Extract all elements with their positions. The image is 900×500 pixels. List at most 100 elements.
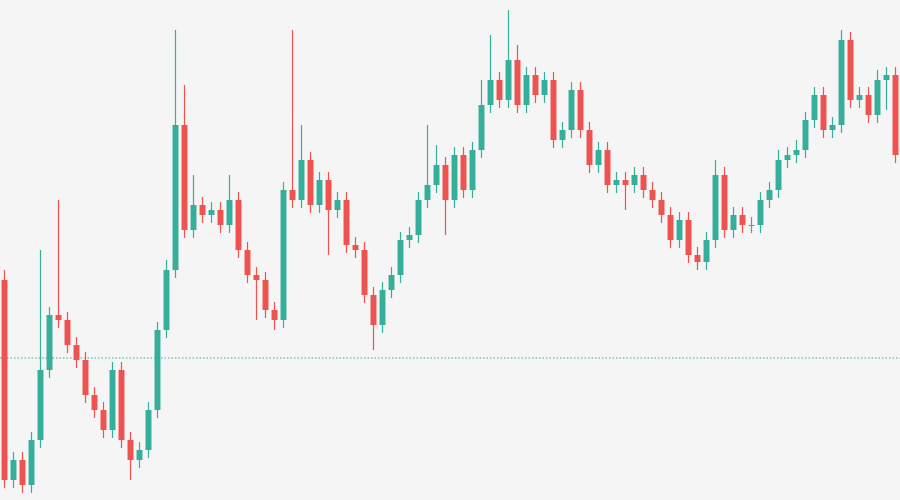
candle-body [55, 315, 62, 320]
candle-body [487, 80, 494, 105]
candle-body [685, 220, 692, 255]
candle-body [820, 95, 827, 130]
candle-body [190, 205, 197, 230]
candle-body [91, 395, 98, 410]
candle-body [532, 75, 539, 95]
candle-body [622, 180, 629, 185]
candle-body [127, 440, 134, 460]
candle-body [775, 160, 782, 190]
candle-body [631, 175, 638, 185]
candle-body [352, 245, 359, 250]
candle-body [199, 205, 206, 215]
candle-body [838, 40, 845, 125]
candle-body [478, 105, 485, 150]
candle-body [811, 95, 818, 120]
candle-body [415, 200, 422, 235]
candle-body [568, 90, 575, 130]
candle-body [793, 150, 800, 155]
candle-body [640, 175, 647, 190]
candle-body [19, 460, 26, 485]
candle-body [523, 75, 530, 105]
candle-body [172, 125, 179, 270]
candle-body [181, 125, 188, 230]
candle-body [289, 190, 296, 200]
candle-body [325, 180, 332, 210]
candle-body [361, 250, 368, 295]
candle-body [604, 150, 611, 185]
candle-body [64, 320, 71, 345]
candle-body [379, 290, 386, 325]
candle-body [298, 160, 305, 200]
candle-body [154, 330, 161, 410]
candle-body [226, 200, 233, 225]
candle-body [370, 295, 377, 325]
candle-body [235, 200, 242, 250]
candle-body [802, 120, 809, 150]
candle-body [460, 155, 467, 190]
candle-body [262, 280, 269, 310]
candle-body [514, 60, 521, 105]
candle-body [334, 200, 341, 210]
candle-body [586, 130, 593, 165]
candle-body [253, 275, 260, 280]
candle-body [892, 75, 899, 155]
candle-body [739, 215, 746, 225]
candle-body [46, 315, 53, 370]
candle-body [865, 95, 872, 115]
candle-body [163, 270, 170, 330]
candle-body [433, 165, 440, 185]
candle-body [118, 370, 125, 440]
candle-body [559, 130, 566, 140]
candle-body [406, 235, 413, 240]
candle-body [676, 220, 683, 240]
candle-body [541, 80, 548, 95]
candle-body [613, 180, 620, 185]
candle-body [1, 280, 8, 480]
candle-body [280, 190, 287, 320]
candle-body [694, 255, 701, 262]
candle-body [109, 370, 116, 430]
candle-body [730, 215, 737, 230]
candle-body [505, 60, 512, 100]
candle-body [649, 190, 656, 200]
candle-body [343, 200, 350, 245]
candle-body [784, 155, 791, 160]
candle-body [658, 200, 665, 215]
candle-body [703, 240, 710, 262]
candle-body [307, 160, 314, 205]
candle-body [883, 75, 890, 80]
candle-body [469, 150, 476, 190]
candle-body [748, 225, 755, 226]
candle-body [595, 150, 602, 165]
candle-body [37, 370, 44, 440]
candle-body [82, 360, 89, 395]
candle-body [766, 190, 773, 200]
candle-body [10, 460, 17, 480]
candle-body [757, 200, 764, 225]
candle-body [316, 180, 323, 205]
candle-body [667, 215, 674, 240]
candle-body [847, 40, 854, 100]
candle-body [550, 80, 557, 140]
candle-body [28, 440, 35, 485]
candle-body [208, 210, 215, 215]
candle-body [388, 275, 395, 290]
candle-body [721, 175, 728, 230]
candle-body [397, 240, 404, 275]
candle-body [145, 410, 152, 450]
candle-body [73, 345, 80, 360]
candle-body [100, 410, 107, 430]
candle-body [577, 90, 584, 130]
candle-body [424, 185, 431, 200]
candle-body [136, 450, 143, 460]
candle-body [244, 250, 251, 275]
candle-body [496, 80, 503, 100]
candle-body [712, 175, 719, 240]
candle-body [442, 165, 449, 200]
candle-body [217, 210, 224, 225]
candle-body [829, 125, 836, 130]
candle-body [874, 80, 881, 115]
candle-body [271, 310, 278, 320]
